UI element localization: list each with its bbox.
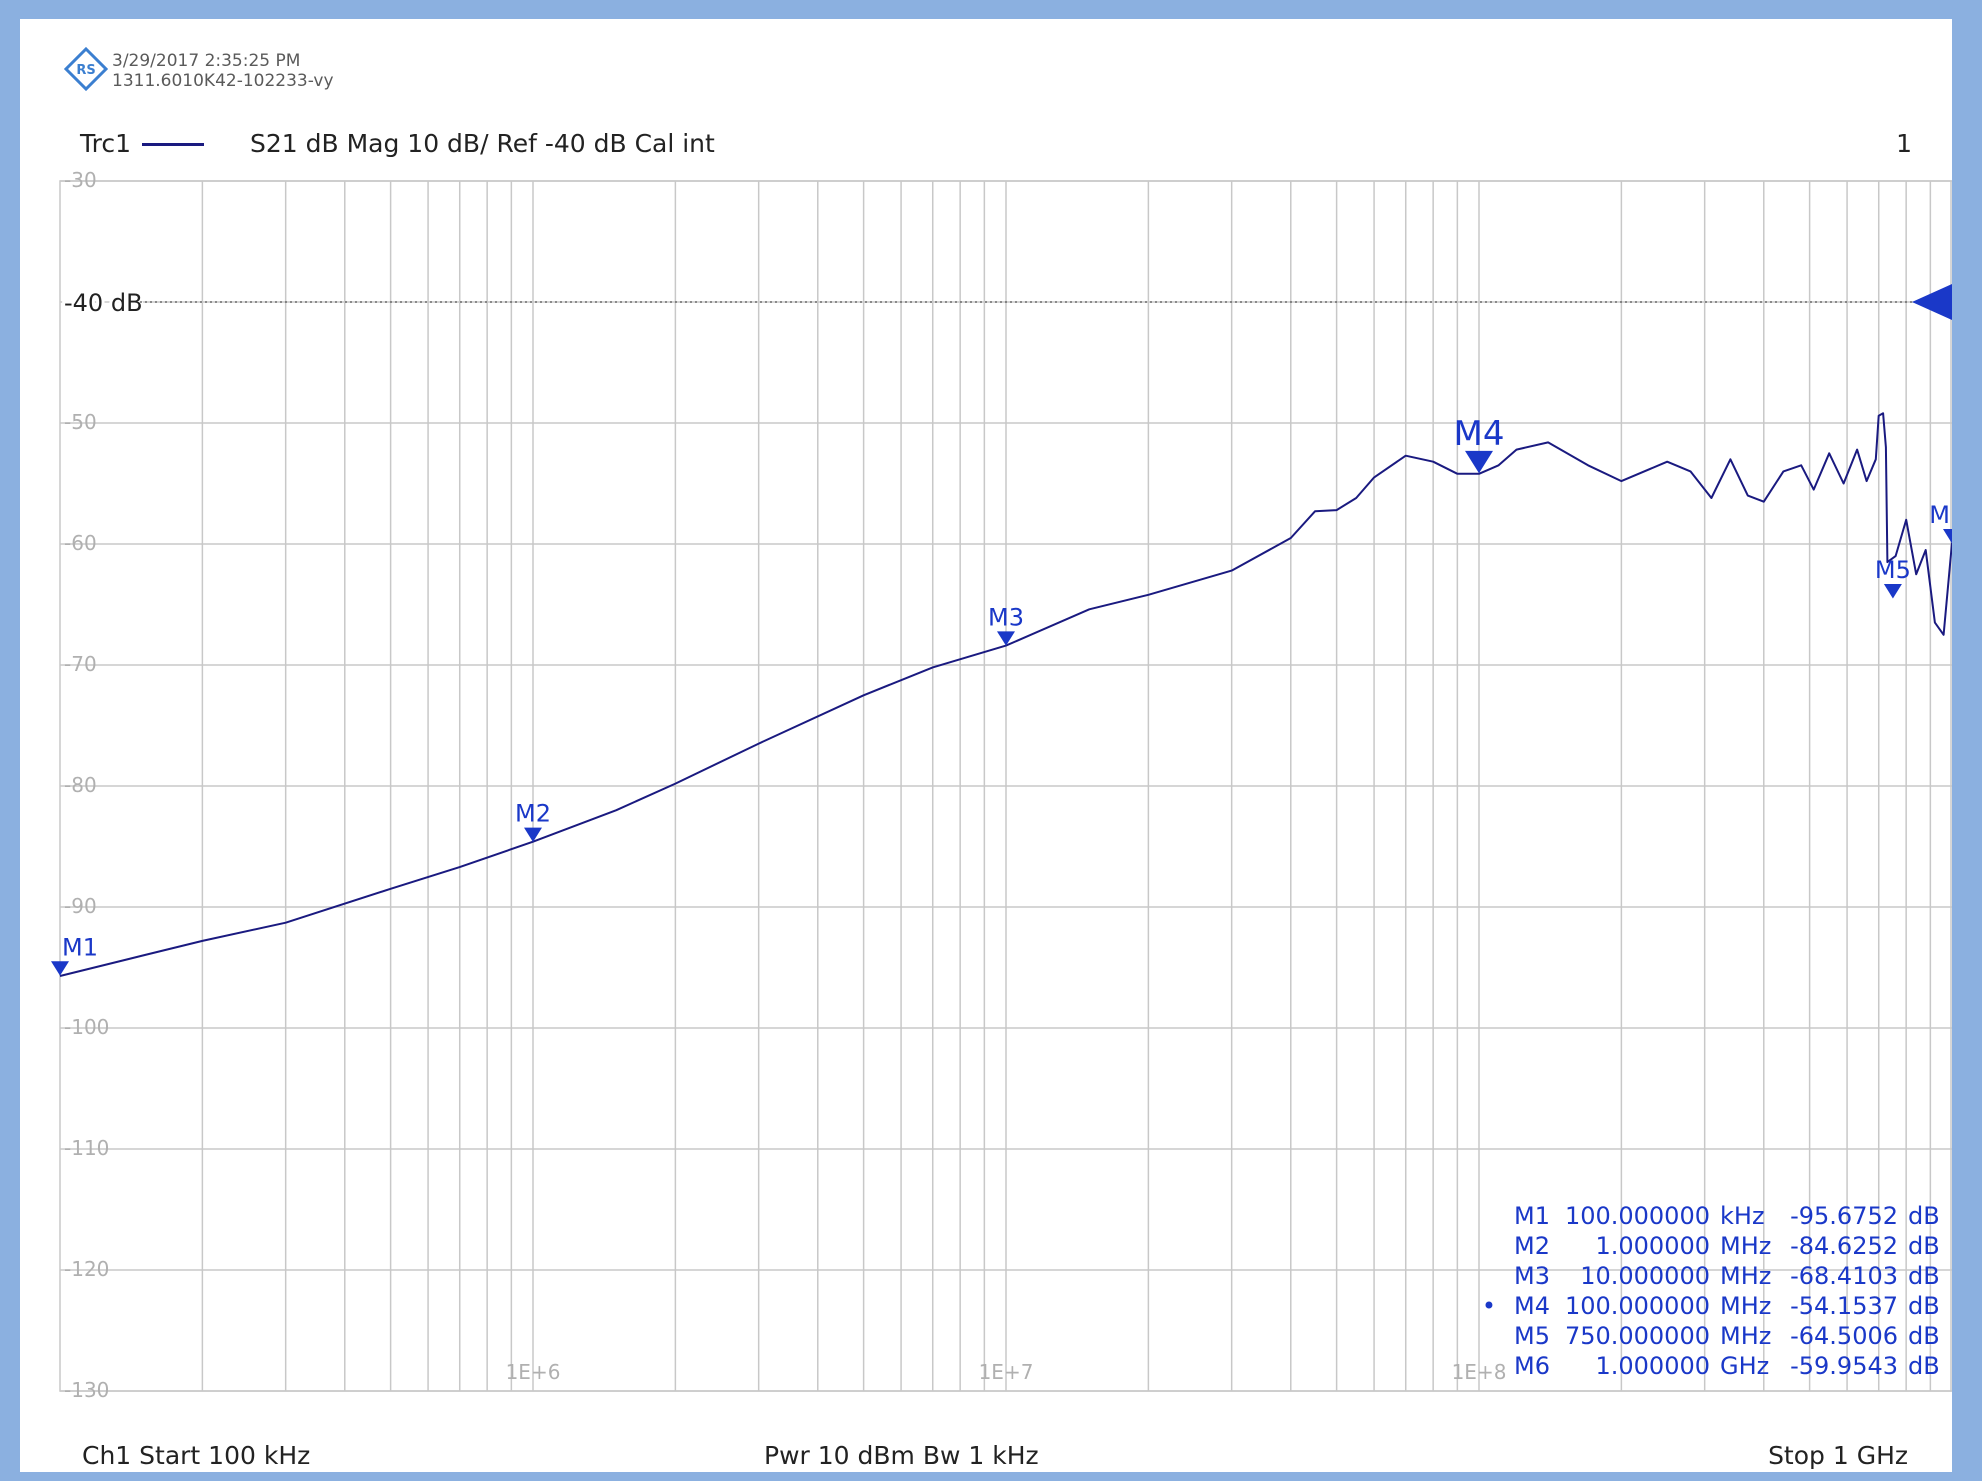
header-instrument-id: 1311.6010K42-102233-vy (112, 71, 334, 91)
y-tick-label: -130 (64, 1378, 109, 1402)
marker-table-freq: 1.000000 (1595, 1232, 1710, 1260)
sweep-stop[interactable]: Stop 1 GHz (1768, 1441, 1908, 1470)
plot-border (59, 180, 1952, 1392)
trace-layer (59, 412, 1952, 977)
marker-table-unit: MHz (1720, 1292, 1771, 1320)
y-tick-label: -110 (64, 1136, 109, 1160)
marker-table-value-unit: dB (1908, 1262, 1940, 1290)
y-tick-labels: -30 -40 dB -50 -60 -70 -80 -90 -100 -110 -120 -130 (61, 168, 146, 1402)
marker-table-freq: 1.000000 (1595, 1352, 1710, 1380)
marker-table-value-unit: dB (1908, 1292, 1940, 1320)
sweep-start[interactable]: Ch1 Start 100 kHz (82, 1441, 311, 1470)
marker-table-value: -54.1537 (1790, 1292, 1898, 1320)
marker-label-m1: M1 (62, 933, 98, 961)
marker-table-value-unit: dB (1908, 1232, 1940, 1260)
y-tick-label: -50 (64, 410, 97, 434)
marker-layer: M1 M2 M3 M4 M5 M (51, 414, 1952, 976)
trace-measurement[interactable]: S21 dB Mag 10 dB/ Ref -40 dB Cal int (250, 129, 715, 158)
power-bandwidth[interactable]: Pwr 10 dBm Bw 1 kHz (764, 1441, 1039, 1470)
marker-table-value: -59.9543 (1790, 1352, 1898, 1380)
marker-table-name: M3 (1514, 1262, 1550, 1290)
marker-table-freq: 10.000000 (1580, 1262, 1710, 1290)
marker-table-unit: kHz (1720, 1202, 1765, 1230)
vna-plot[interactable]: -30 -40 dB -50 -60 -70 -80 -90 -100 -110 -120 -130… (20, 19, 1952, 1472)
marker-table-name: M6 (1514, 1352, 1550, 1380)
analyzer-screen: RS 3/29/2017 2:35:25 PM 1311.6010K42-102… (20, 19, 1952, 1472)
marker-label-m5: M5 (1875, 556, 1911, 584)
marker-table-value: -84.6252 (1790, 1232, 1898, 1260)
x-tick-label: 1E+8 (1452, 1360, 1507, 1384)
marker-triangle-m3 (997, 631, 1015, 646)
marker-table-name: M4 (1514, 1292, 1550, 1320)
x-tick-labels: 1E+6 1E+7 1E+8 (506, 1360, 1507, 1384)
marker-table-name: M2 (1514, 1232, 1550, 1260)
trace-name[interactable]: Trc1 (80, 129, 131, 158)
x-tick-label: 1E+6 (506, 1360, 561, 1384)
marker-triangle-m4 (1465, 450, 1493, 474)
marker-triangle-m2 (524, 827, 542, 842)
marker-triangle-m1 (51, 961, 69, 976)
marker-table-value: -95.6752 (1790, 1202, 1898, 1230)
y-tick-label: -80 (64, 773, 97, 797)
status-footer: Ch1 Start 100 kHz Pwr 10 dBm Bw 1 kHz St… (20, 1441, 1952, 1481)
y-tick-label: -70 (64, 652, 97, 676)
marker-table-freq: 100.000000 (1565, 1292, 1710, 1320)
active-marker-dot: • (1482, 1292, 1496, 1320)
trace-color-swatch (142, 143, 204, 146)
y-tick-label: -100 (64, 1015, 109, 1039)
marker-table-unit: MHz (1720, 1322, 1771, 1350)
marker-label-m4: M4 (1454, 414, 1505, 454)
y-tick-label: -30 (64, 168, 97, 192)
x-tick-label: 1E+7 (979, 1360, 1034, 1384)
rohde-schwarz-logo: RS (63, 46, 109, 96)
y-tick-label: -90 (64, 894, 97, 918)
marker-label-m2: M2 (515, 800, 551, 828)
marker-table-value-unit: dB (1908, 1352, 1940, 1380)
trace-info-bar: Trc1 S21 dB Mag 10 dB/ Ref -40 dB Cal in… (20, 129, 1952, 169)
trace-line-trc1 (59, 412, 1952, 977)
marker-table-name: M5 (1514, 1322, 1550, 1350)
marker-table-freq: 750.000000 (1565, 1322, 1710, 1350)
marker-table-value: -68.4103 (1790, 1262, 1898, 1290)
header-datetime: 3/29/2017 2:35:25 PM (112, 51, 301, 71)
y-tick-label: -60 (64, 531, 97, 555)
channel-number: 1 (1896, 129, 1912, 158)
reference-arrow (1912, 284, 1952, 320)
marker-table-value-unit: dB (1908, 1322, 1940, 1350)
reference-level-label: -40 dB (64, 289, 143, 317)
marker-table-freq: 100.000000 (1565, 1202, 1710, 1230)
marker-table-name: M1 (1514, 1202, 1550, 1230)
svg-text:RS: RS (76, 63, 95, 78)
y-tick-label: -120 (64, 1257, 109, 1281)
marker-label-m3: M3 (988, 603, 1024, 631)
marker-triangle-m5 (1883, 584, 1902, 599)
marker-table-value: -64.5006 (1790, 1322, 1898, 1350)
marker-table-unit: GHz (1720, 1352, 1769, 1380)
reference-line-layer (140, 284, 1952, 320)
marker-table-unit: MHz (1720, 1262, 1771, 1290)
marker-triangle-m6 (1943, 529, 1952, 544)
marker-table-value-unit: dB (1908, 1202, 1940, 1230)
marker-table: M1 100.000000 kHz -95.6752 dB M2 1.000000 MHz -8… (1482, 1202, 1940, 1380)
marker-table-unit: MHz (1720, 1232, 1771, 1260)
marker-label-m6: M (1929, 501, 1950, 529)
